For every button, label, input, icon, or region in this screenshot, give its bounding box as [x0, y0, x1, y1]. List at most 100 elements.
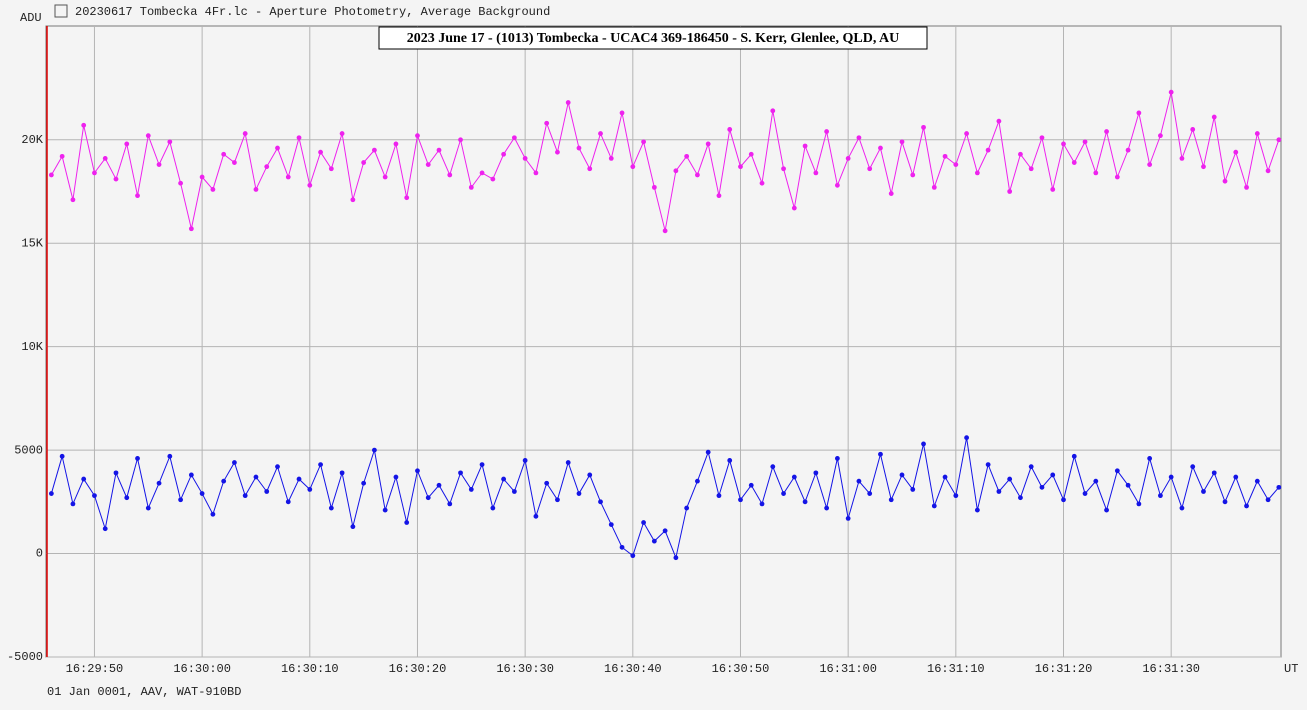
data-point: [1136, 501, 1142, 507]
data-point: [436, 482, 442, 488]
data-point: [1028, 464, 1034, 470]
data-point: [372, 447, 377, 453]
data-point: [985, 147, 991, 153]
data-point: [404, 195, 410, 201]
data-point: [921, 124, 926, 130]
data-point: [178, 180, 183, 186]
data-point: [716, 493, 722, 499]
data-point: [555, 497, 560, 503]
data-point: [447, 172, 453, 178]
data-point: [210, 187, 216, 192]
data-point: [1190, 127, 1196, 132]
data-point: [727, 458, 733, 463]
data-point: [942, 474, 948, 480]
data-point: [1244, 184, 1249, 190]
data-point: [544, 120, 550, 126]
y-tick-label: 15K: [21, 236, 43, 250]
data-point: [1125, 482, 1131, 488]
data-point: [479, 462, 485, 467]
data-point: [641, 139, 646, 145]
y-tick-label: 0: [36, 547, 43, 561]
data-point: [167, 453, 173, 459]
data-point: [436, 147, 442, 153]
data-point: [393, 141, 399, 147]
data-point: [59, 453, 65, 459]
data-point: [1233, 149, 1239, 155]
data-point: [307, 182, 313, 188]
data-point: [1211, 470, 1217, 476]
data-point: [1222, 499, 1228, 505]
data-point: [996, 489, 1002, 494]
data-point: [113, 470, 119, 476]
data-point: [1082, 139, 1088, 145]
window-icon: [54, 4, 68, 18]
data-point: [124, 495, 130, 501]
data-point: [102, 156, 108, 161]
data-point: [156, 480, 162, 486]
data-point: [695, 478, 700, 484]
data-point: [242, 131, 248, 136]
data-point: [372, 147, 377, 153]
data-point: [339, 131, 345, 136]
data-point: [953, 162, 959, 168]
data-point: [221, 478, 227, 484]
data-point: [727, 127, 733, 132]
data-point: [630, 164, 636, 170]
data-point: [598, 499, 603, 505]
data-point: [404, 520, 410, 525]
data-point: [705, 449, 711, 455]
data-point: [70, 501, 76, 507]
data-point: [1265, 168, 1271, 174]
data-point: [135, 193, 140, 199]
data-point: [673, 555, 679, 561]
data-point: [328, 166, 334, 172]
data-point: [1039, 484, 1045, 490]
chart-title: 2023 June 17 - (1013) Tombecka - UCAC4 3…: [407, 31, 900, 46]
data-point: [1244, 503, 1249, 509]
data-point: [619, 110, 625, 116]
data-point: [791, 205, 797, 211]
data-point: [587, 166, 593, 172]
data-point: [1093, 170, 1099, 176]
data-point: [221, 151, 227, 157]
data-point: [1039, 135, 1045, 141]
data-point: [834, 182, 840, 188]
data-point: [188, 226, 194, 232]
data-point: [964, 435, 969, 441]
window-title: 20230617 Tombecka 4Fr.lc - Aperture Phot…: [75, 5, 550, 19]
data-point: [264, 489, 270, 494]
data-point: [1211, 114, 1217, 120]
data-point: [490, 176, 496, 182]
data-point: [791, 474, 797, 480]
data-point: [856, 135, 862, 141]
data-point: [1093, 478, 1099, 484]
grid: [46, 26, 1281, 658]
data-point: [888, 191, 894, 196]
data-point: [1114, 174, 1120, 180]
data-point: [210, 511, 216, 517]
data-point: [1168, 89, 1174, 95]
data-point: [910, 172, 916, 178]
data-point: [770, 464, 776, 470]
data-point: [393, 474, 399, 480]
data-point: [253, 474, 259, 480]
data-point: [867, 491, 873, 496]
data-point: [296, 476, 302, 482]
data-point: [188, 472, 194, 478]
data-point: [382, 507, 388, 513]
data-point: [684, 505, 690, 511]
data-point: [748, 151, 754, 157]
data-point: [662, 228, 668, 234]
data-point: [1254, 478, 1260, 484]
data-point: [1179, 156, 1185, 161]
data-point: [1147, 455, 1153, 461]
data-point: [479, 170, 485, 176]
data-point: [511, 135, 517, 141]
x-tick-label: 16:30:50: [712, 662, 770, 676]
x-tick-label: 16:30:30: [496, 662, 554, 676]
data-point: [716, 193, 722, 199]
data-point: [361, 480, 367, 486]
data-point: [565, 460, 571, 465]
data-point: [501, 151, 507, 157]
data-point: [802, 143, 808, 149]
